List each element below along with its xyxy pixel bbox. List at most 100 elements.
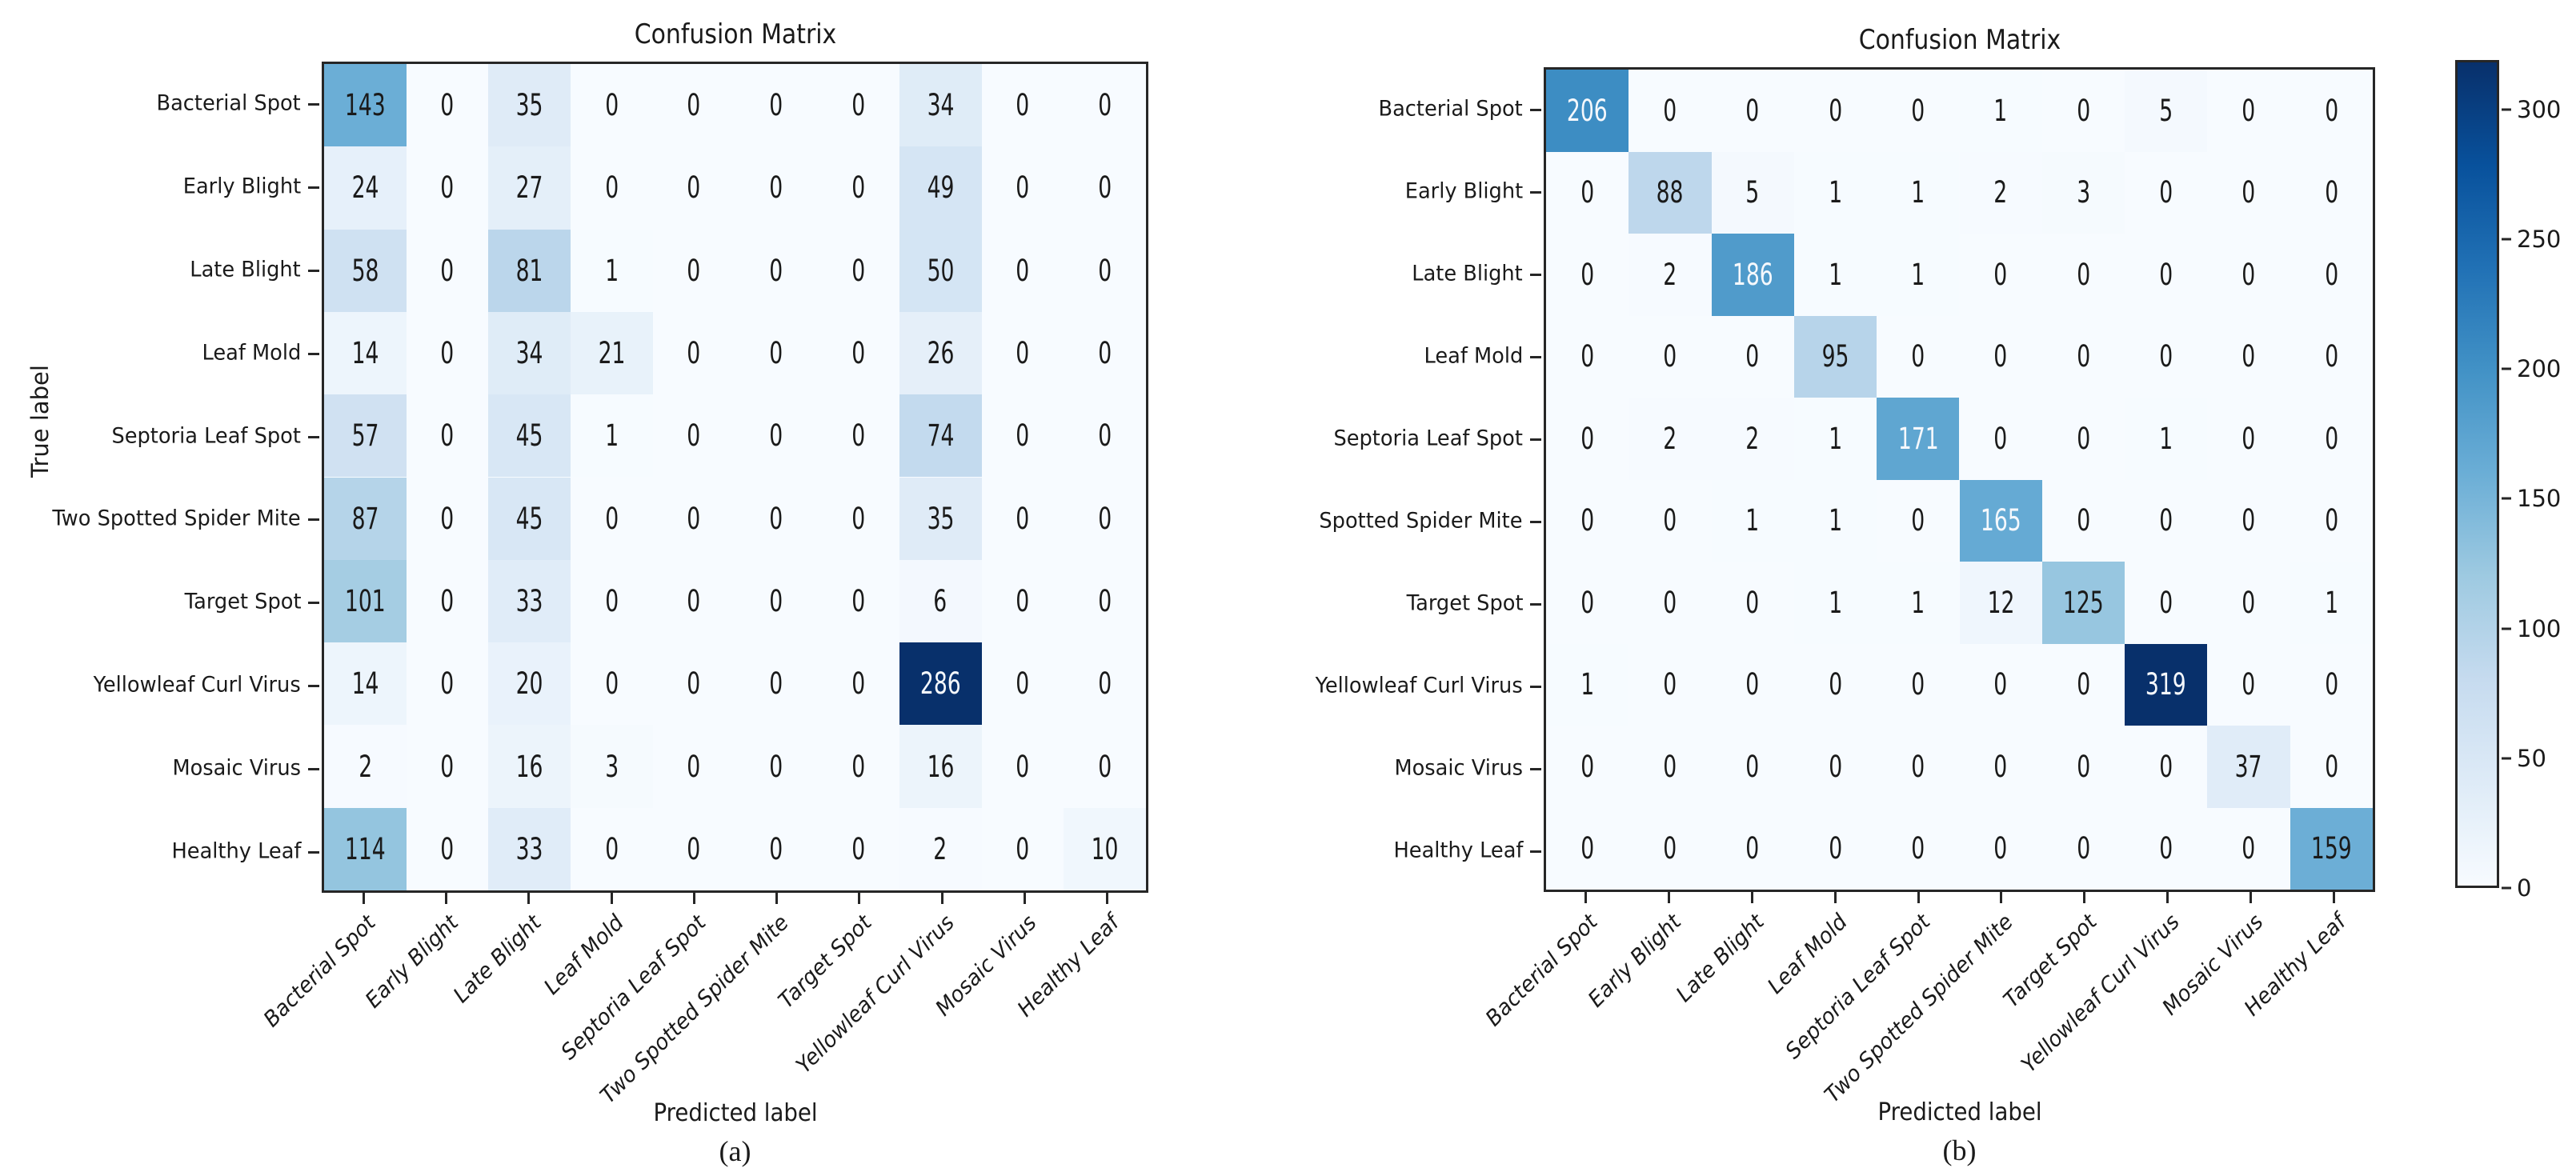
heatmap-cell: 0 — [2207, 70, 2290, 152]
heatmap-cell: 0 — [2290, 479, 2373, 562]
y-tick-label: Leaf Mold — [1424, 343, 1523, 369]
heatmap-cell: 0 — [735, 146, 818, 230]
cell-value: 0 — [1580, 503, 1595, 538]
cell-value: 0 — [1745, 831, 1760, 866]
cell-value: 0 — [769, 666, 783, 702]
colorbar: 0 50 100 150 200 250 300 — [2455, 60, 2561, 902]
y-tick-label: Spotted Spider Mite — [1319, 508, 1523, 534]
heatmap-cell: 0 — [1959, 234, 2042, 316]
cell-value: 0 — [687, 501, 701, 536]
y-tick-label: Septoria Leaf Spot — [111, 423, 301, 449]
heatmap-cell: 0 — [1877, 726, 1960, 808]
cell-value: 10 — [1091, 831, 1119, 866]
heatmap-cell: 114 — [324, 807, 407, 890]
heatmap-cell: 0 — [735, 642, 818, 726]
colorbar-tick-label: 200 — [2517, 355, 2562, 383]
y-tick-label: Bacterial Spot — [156, 90, 301, 116]
chart-title-b: Confusion Matrix — [1858, 24, 2061, 56]
heatmap-cell: 14 — [324, 311, 407, 395]
heatmap-cell: 0 — [981, 477, 1064, 560]
cell-value: 206 — [1567, 93, 1608, 128]
heatmap-cell: 0 — [1629, 479, 1712, 562]
heatmap-cell: 0 — [2041, 315, 2125, 398]
x-tick-label: Bacterial Spot — [1480, 910, 1603, 1032]
cell-value: 0 — [687, 336, 701, 371]
cell-value: 0 — [1993, 831, 2008, 866]
cell-value: 0 — [1993, 421, 2008, 456]
cell-value: 1 — [1829, 503, 1843, 538]
heatmap-cell: 34 — [899, 64, 982, 147]
cell-value: 1 — [1829, 585, 1843, 620]
heatmap-cell: 81 — [488, 229, 571, 312]
cell-value: 0 — [687, 418, 701, 454]
y-tick-mark — [1530, 438, 1541, 441]
cell-value: 0 — [851, 583, 866, 618]
cell-value: 2 — [1663, 421, 1677, 456]
heatmap-cell: 0 — [571, 477, 653, 560]
x-tick-mark — [2083, 892, 2086, 903]
y-tick-label: Healthy Leaf — [1393, 838, 1523, 863]
heatmap-cell: 0 — [981, 311, 1064, 395]
heatmap-cell: 27 — [488, 146, 571, 230]
heatmap-cell: 0 — [735, 477, 818, 560]
heatmap-cell: 37 — [2207, 726, 2290, 808]
y-tick-label: Target Spot — [184, 589, 301, 614]
heatmap-cell: 0 — [406, 477, 489, 560]
heatmap-cell: 0 — [1959, 807, 2042, 890]
y-tick-label: Leaf Mold — [202, 340, 301, 366]
cell-value: 16 — [927, 749, 955, 784]
y-tick-label: Healthy Leaf — [171, 838, 301, 864]
heatmap-cell: 0 — [981, 394, 1064, 478]
cell-value: 0 — [687, 170, 701, 206]
y-tick-mark — [1530, 355, 1541, 358]
heatmap-cell: 2 — [1629, 398, 1712, 480]
heatmap-cell: 0 — [2041, 398, 2125, 480]
y-tick-mark — [308, 851, 319, 854]
cell-value: 81 — [515, 253, 543, 288]
cell-value: 2 — [1745, 421, 1760, 456]
heatmap-cell: 0 — [1546, 398, 1629, 480]
cell-value: 0 — [1911, 749, 1925, 784]
heatmap-cell: 0 — [2290, 70, 2373, 152]
heatmap-cell: 0 — [735, 559, 818, 643]
cell-value: 0 — [851, 170, 866, 206]
heatmap-cell: 0 — [981, 559, 1064, 643]
cell-value: 0 — [769, 583, 783, 618]
heatmap-cell: 286 — [899, 642, 982, 726]
cell-value: 14 — [351, 336, 379, 371]
cell-value: 58 — [351, 253, 379, 288]
heatmap-cell: 0 — [1629, 315, 1712, 398]
heatmap-cell: 0 — [981, 229, 1064, 312]
cell-value: 0 — [851, 336, 866, 371]
cell-value: 0 — [440, 583, 455, 618]
x-tick-label: Late Blight — [1671, 910, 1769, 1007]
cell-value: 1 — [2324, 585, 2338, 620]
heatmap-cell: 0 — [2125, 726, 2208, 808]
cell-value: 87 — [351, 501, 379, 536]
cell-value: 0 — [1580, 831, 1595, 866]
heatmap-cell: 0 — [817, 311, 899, 395]
x-tick-mark — [1833, 892, 1837, 903]
heatmap-cell: 0 — [1959, 315, 2042, 398]
cell-value: 0 — [440, 336, 455, 371]
heatmap-cell: 0 — [1546, 562, 1629, 644]
heatmap-plot-b: 206 0 0 0 0 1 0 5 0 0 0 88 5 1 1 2 3 0 0 0 0 2 186 1 1 0 0 0 0 0 0 0 0 95… — [1544, 67, 2375, 892]
x-tick-mark — [2166, 892, 2169, 903]
heatmap-cell: 0 — [2041, 70, 2125, 152]
colorbar-tick-mark — [2502, 497, 2511, 500]
heatmap-cell: 5 — [2125, 70, 2208, 152]
y-tick-label: Late Blight — [190, 257, 301, 282]
cell-value: 0 — [1745, 93, 1760, 128]
cell-value: 0 — [604, 170, 619, 206]
cell-value: 1 — [604, 253, 619, 288]
heatmap-cell: 0 — [406, 725, 489, 808]
heatmap-cell: 0 — [2041, 234, 2125, 316]
heatmap-cell: 0 — [1711, 70, 1794, 152]
cell-value: 0 — [1580, 749, 1595, 784]
cell-value: 0 — [1098, 418, 1112, 454]
x-tick-mark — [1917, 892, 1920, 903]
colorbar-tick-label: 0 — [2517, 874, 2532, 902]
heatmap-cell: 0 — [1793, 643, 1877, 726]
cell-value: 0 — [2159, 831, 2173, 866]
heatmap-cell: 0 — [817, 642, 899, 726]
